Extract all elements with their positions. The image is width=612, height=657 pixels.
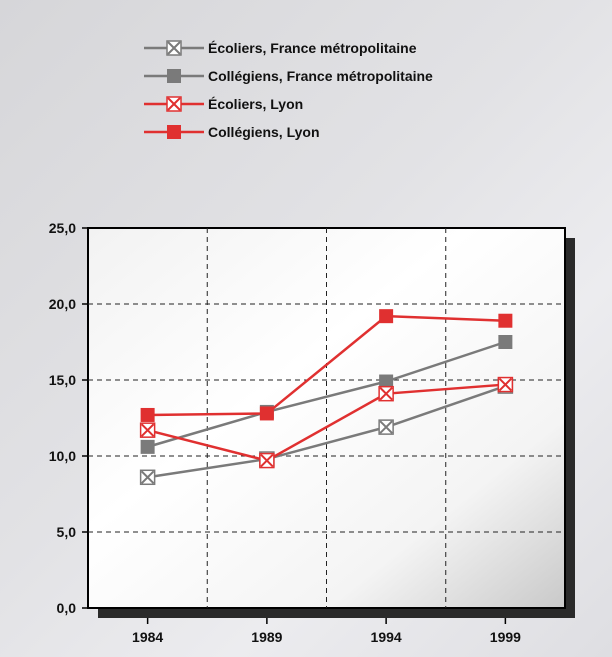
x-tick-label: 1984	[132, 629, 163, 645]
y-axis-ticks: 0,0 5,0 10,0 15,0 20,0 25,0	[49, 220, 88, 616]
legend-item: Collégiens, France métropolitaine	[144, 68, 433, 84]
series-line	[147, 340, 506, 449]
data-point-cross-b	[140, 470, 155, 484]
data-point-cross-b	[379, 386, 393, 401]
data-point	[378, 385, 394, 402]
data-point	[379, 309, 394, 324]
y-tick-label: 0,0	[57, 600, 77, 616]
y-tick-label: 5,0	[57, 524, 77, 540]
data-point	[139, 469, 156, 486]
series-3	[140, 309, 513, 422]
plot-shadow-right	[565, 238, 575, 618]
legend-marker	[167, 125, 181, 139]
legend-item: Écoliers, France métropolitaine	[144, 40, 417, 56]
legend-label: Écoliers, Lyon	[208, 96, 303, 112]
data-point	[140, 439, 155, 454]
data-point	[498, 335, 513, 349]
legend: Écoliers, France métropolitaine Collégien…	[144, 40, 433, 140]
legend-label: Écoliers, France métropolitaine	[208, 40, 417, 56]
data-point-cross-b	[260, 453, 274, 468]
legend-marker	[166, 96, 182, 112]
data-point-cross-b	[140, 423, 155, 437]
series-2	[139, 376, 514, 469]
series-line	[147, 383, 506, 462]
legend-item: Écoliers, Lyon	[144, 96, 303, 112]
x-axis-ticks: 1984 1989 1994 1999	[132, 618, 521, 645]
data-point-cross-b	[498, 377, 513, 392]
plot-shadow-bottom	[98, 608, 575, 618]
x-tick-label: 1989	[251, 629, 282, 645]
data-point	[259, 452, 275, 469]
legend-label: Collégiens, France métropolitaine	[208, 68, 433, 84]
legend-item: Collégiens, Lyon	[144, 124, 320, 140]
y-tick-label: 20,0	[49, 296, 76, 312]
y-tick-label: 15,0	[49, 372, 76, 388]
series-line	[147, 314, 506, 417]
data-point	[378, 419, 394, 435]
data-point	[259, 406, 274, 421]
data-point	[498, 313, 513, 328]
data-point	[497, 376, 514, 393]
legend-label: Collégiens, Lyon	[208, 124, 320, 140]
x-tick-label: 1994	[371, 629, 402, 645]
data-point	[379, 374, 394, 389]
x-tick-label: 1999	[490, 629, 521, 645]
gridlines	[88, 228, 565, 608]
y-tick-label: 10,0	[49, 448, 76, 464]
legend-marker	[167, 69, 181, 83]
series-line	[147, 384, 506, 479]
legend-marker	[166, 40, 182, 56]
y-tick-label: 25,0	[49, 220, 76, 236]
data-point-cross-b	[379, 420, 393, 434]
legend-marker-cross-b	[167, 97, 181, 111]
series-lines	[139, 309, 514, 486]
data-point	[140, 407, 155, 422]
data-point	[139, 422, 156, 438]
legend-marker-cross-b	[167, 41, 181, 55]
